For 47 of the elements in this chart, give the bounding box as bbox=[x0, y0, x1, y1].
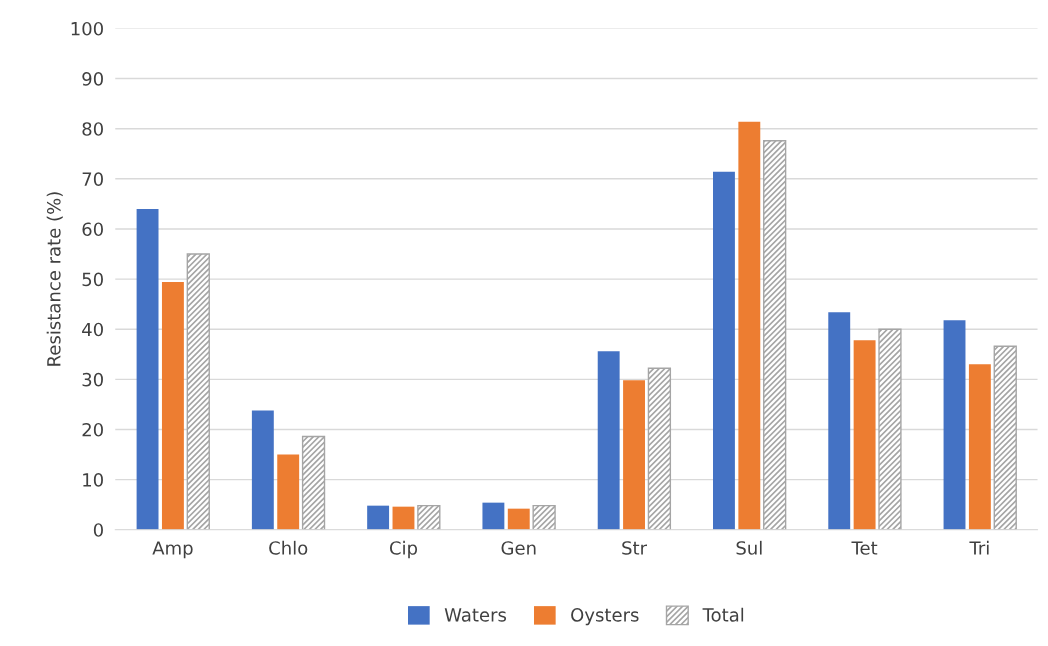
y-tick-label: 40 bbox=[82, 322, 103, 337]
y-tick-label: 30 bbox=[82, 372, 103, 387]
legend-label: Total bbox=[702, 607, 744, 622]
y-tick-label: 50 bbox=[82, 272, 103, 287]
legend-label: Waters bbox=[444, 608, 507, 622]
bar bbox=[301, 435, 326, 530]
x-tick-label: Tet bbox=[851, 541, 878, 555]
y-tick-label: 70 bbox=[82, 172, 103, 186]
bar bbox=[136, 208, 159, 530]
y-tick-label: 80 bbox=[82, 122, 103, 136]
y-tick-label: 10 bbox=[83, 473, 103, 487]
y-axis-title: Resistance rate (%) bbox=[46, 192, 63, 366]
bar bbox=[738, 121, 761, 530]
x-tick-label: Cip bbox=[389, 540, 418, 559]
x-tick-label: Amp bbox=[152, 541, 193, 559]
y-tick-label: 100 bbox=[71, 21, 103, 36]
bar bbox=[482, 502, 505, 530]
x-tick-label: Gen bbox=[501, 541, 536, 555]
y-tick-label: 60 bbox=[82, 222, 103, 237]
x-tick-label: Str bbox=[622, 541, 648, 555]
x-tick-label: Tri bbox=[969, 540, 989, 555]
bar bbox=[878, 328, 902, 530]
bar bbox=[647, 367, 672, 530]
bar bbox=[968, 364, 991, 530]
bar bbox=[993, 345, 1017, 530]
x-tick-label: Chlo bbox=[269, 540, 308, 555]
bar bbox=[367, 505, 390, 530]
bar bbox=[943, 320, 966, 530]
bar bbox=[417, 504, 441, 530]
bar bbox=[623, 380, 645, 530]
x-tick-label: Sul bbox=[736, 540, 762, 555]
bar bbox=[186, 253, 210, 530]
bar bbox=[828, 312, 851, 530]
bar bbox=[532, 504, 556, 530]
y-tick-label: 0 bbox=[93, 523, 103, 537]
y-tick-label: 20 bbox=[82, 422, 103, 437]
bar bbox=[161, 282, 184, 530]
y-tick-label: 90 bbox=[82, 72, 103, 86]
bar bbox=[763, 140, 787, 530]
bar bbox=[713, 171, 735, 530]
bar bbox=[853, 340, 876, 530]
legend-label: Oysters bbox=[571, 608, 639, 626]
bar bbox=[251, 410, 274, 530]
bar bbox=[507, 508, 530, 530]
bar bbox=[277, 454, 300, 530]
bar bbox=[597, 351, 620, 530]
bar bbox=[392, 506, 415, 530]
